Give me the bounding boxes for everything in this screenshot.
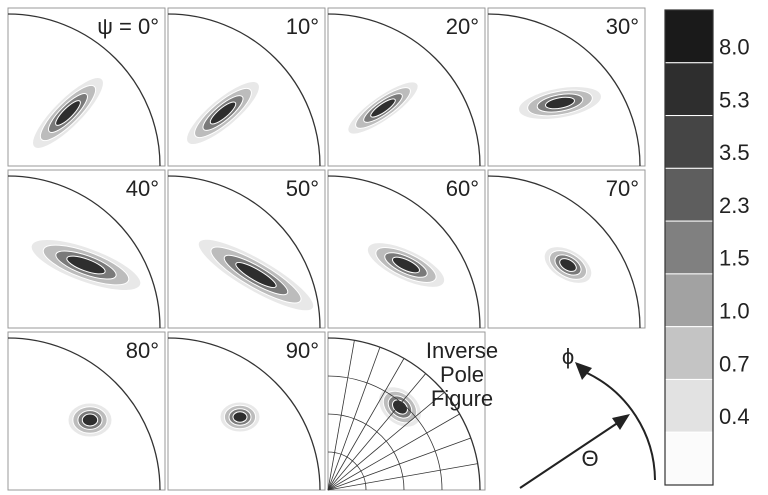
intensity-contour bbox=[66, 255, 106, 275]
color-bar-label: 5.3 bbox=[719, 87, 750, 112]
panel-label: 20° bbox=[446, 14, 479, 39]
phi-arrowhead bbox=[575, 362, 592, 380]
color-bar-label: 0.4 bbox=[719, 404, 750, 429]
intensity-contour bbox=[370, 98, 396, 118]
pole-figure-panel: 10° bbox=[167, 7, 326, 167]
color-bar-band bbox=[664, 220, 714, 275]
color-bar-band bbox=[664, 378, 714, 433]
pole-figure-panel: 50° bbox=[167, 169, 326, 329]
panel-label: 70° bbox=[606, 176, 639, 201]
panel-arc bbox=[7, 337, 161, 491]
panel-arc bbox=[327, 337, 481, 491]
panel-arc bbox=[7, 175, 161, 329]
phi-label: ϕ bbox=[562, 344, 574, 369]
panel-label: 80° bbox=[126, 338, 159, 363]
pole-figure-panel: ψ = 0° bbox=[7, 7, 166, 167]
panel-arc bbox=[167, 337, 321, 491]
intensity-contour bbox=[81, 413, 99, 427]
pole-figure-panel: 90° bbox=[167, 331, 326, 491]
panel-arc bbox=[167, 175, 321, 329]
intensity-contour bbox=[391, 256, 421, 274]
pole-figure-panel: 40° bbox=[7, 169, 166, 329]
panel-arc bbox=[327, 175, 481, 329]
theta-arrow bbox=[519, 419, 623, 489]
panel-label: 60° bbox=[446, 176, 479, 201]
color-bar-band bbox=[664, 273, 714, 328]
panel-arc bbox=[327, 13, 481, 167]
panel-label: 40° bbox=[126, 176, 159, 201]
color-bar-frame bbox=[664, 9, 714, 486]
color-bar-band bbox=[664, 167, 714, 222]
intensity-contour bbox=[235, 261, 277, 289]
color-bar-band bbox=[664, 62, 714, 117]
pole-figure-panel: 20° bbox=[327, 7, 486, 167]
color-bar-band bbox=[664, 9, 714, 64]
panel-label: 90° bbox=[286, 338, 319, 363]
color-bar-label: 1.5 bbox=[719, 246, 750, 271]
theta-label: Θ bbox=[581, 446, 598, 471]
intensity-contour bbox=[559, 258, 577, 272]
panel-arc bbox=[167, 13, 321, 167]
theta-arrowhead bbox=[612, 414, 630, 430]
panel-label: 50° bbox=[286, 176, 319, 201]
ipf-label: Pole bbox=[440, 362, 484, 387]
color-bar-band bbox=[664, 431, 714, 486]
ipf-ring bbox=[327, 413, 405, 491]
panel-arc bbox=[7, 13, 161, 167]
intensity-contour bbox=[232, 411, 248, 423]
pole-figure-panel: 60° bbox=[327, 169, 486, 329]
ipf-label: Figure bbox=[431, 386, 493, 411]
panel-label: ψ = 0° bbox=[97, 14, 159, 39]
panel-label: 10° bbox=[286, 14, 319, 39]
ipf-label: Inverse bbox=[426, 338, 498, 363]
intensity-contour bbox=[55, 100, 81, 126]
intensity-contour bbox=[209, 101, 237, 125]
color-bar-label: 8.0 bbox=[719, 35, 750, 60]
color-bar-label: 1.0 bbox=[719, 298, 750, 323]
color-bar-band bbox=[664, 326, 714, 380]
panel-arc bbox=[487, 175, 641, 329]
color-bar-label: 0.7 bbox=[719, 351, 750, 376]
color-bar-label: 2.3 bbox=[719, 193, 750, 218]
phi-arc bbox=[584, 371, 656, 481]
ipf-ring bbox=[327, 375, 443, 491]
ipf-ring bbox=[327, 451, 367, 491]
intensity-contour bbox=[392, 399, 408, 415]
pole-figure-panel: 80° bbox=[7, 331, 166, 491]
pole-figure-panel: 70° bbox=[487, 169, 646, 329]
pole-figure-panel: 30° bbox=[487, 7, 646, 167]
intensity-contour bbox=[544, 96, 576, 110]
color-bar-band bbox=[664, 115, 714, 169]
panel-arc bbox=[487, 13, 641, 167]
color-bar-label: 3.5 bbox=[719, 140, 750, 165]
panel-label: 30° bbox=[606, 14, 639, 39]
